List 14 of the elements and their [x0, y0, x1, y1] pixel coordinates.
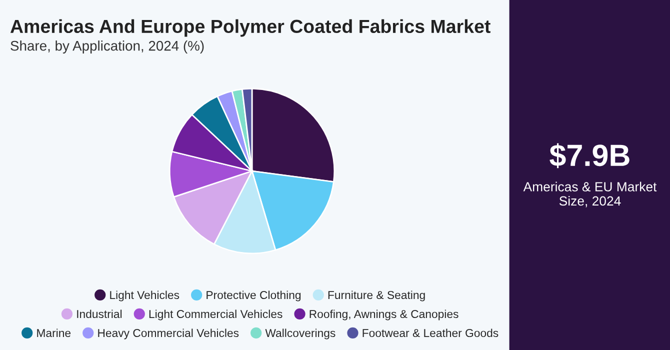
- legend-label: Light Commercial Vehicles: [149, 310, 282, 320]
- chart-subtitle: Share, by Application, 2024 (%): [10, 40, 204, 54]
- legend-label: Roofing, Awnings & Canopies: [310, 310, 458, 320]
- legend-label: Footwear & Leather Goods: [362, 328, 498, 338]
- legend-label: Protective Clothing: [206, 290, 301, 302]
- text: Americas & EU Market Size, 2024: [523, 182, 657, 208]
- legend-label: Heavy Commercial Vehicles: [98, 328, 239, 340]
- legend-label: Industrial: [77, 310, 122, 318]
- legend-label: Wallcoverings: [265, 328, 336, 340]
- chart-title: Americas And Europe Polymer Coated Fabrics Market: [10, 19, 490, 37]
- legend-label: Furniture & Seating: [328, 290, 425, 302]
- text: $7.9B: [550, 143, 630, 168]
- legend-label: Light Vehicles: [110, 290, 180, 302]
- legend-label: Marine: [37, 328, 71, 338]
